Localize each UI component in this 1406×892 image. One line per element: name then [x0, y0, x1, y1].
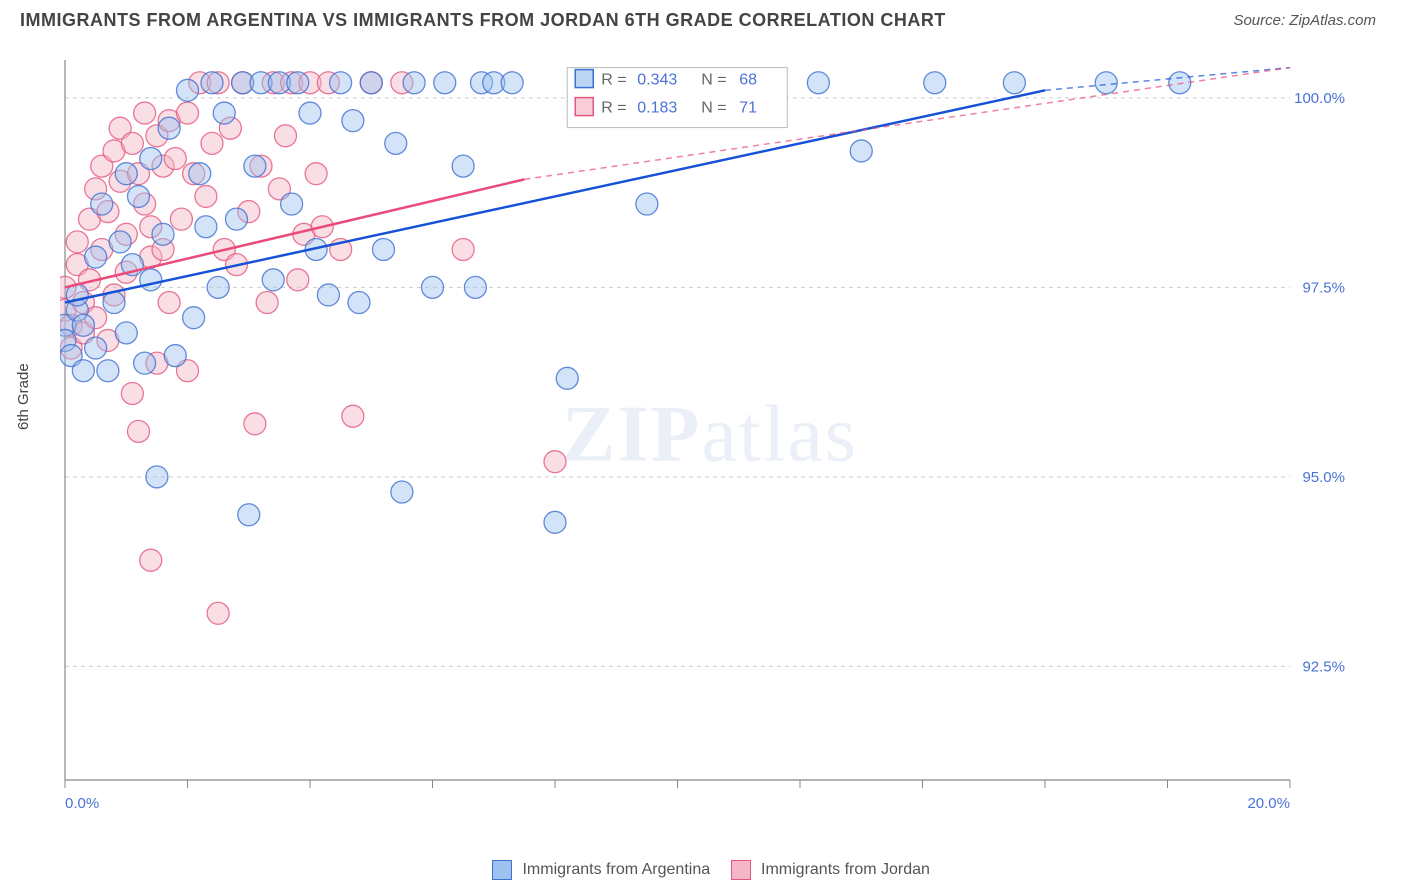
bottom-legend: Immigrants from Argentina Immigrants fro…	[0, 860, 1406, 880]
svg-text:N =: N =	[701, 72, 726, 89]
svg-text:95.0%: 95.0%	[1302, 469, 1345, 486]
svg-text:68: 68	[739, 72, 757, 89]
svg-text:100.0%: 100.0%	[1294, 90, 1345, 107]
legend-swatch-argentina	[492, 860, 512, 880]
chart-title: IMMIGRANTS FROM ARGENTINA VS IMMIGRANTS …	[20, 10, 946, 31]
svg-text:20.0%: 20.0%	[1247, 795, 1290, 812]
svg-text:97.5%: 97.5%	[1302, 279, 1345, 296]
svg-text:92.5%: 92.5%	[1302, 658, 1345, 675]
legend-label-jordan: Immigrants from Jordan	[761, 861, 930, 878]
svg-text:0.0%: 0.0%	[65, 795, 99, 812]
legend-swatch-jordan	[731, 860, 751, 880]
svg-text:R =: R =	[601, 72, 626, 89]
svg-text:0.343: 0.343	[637, 72, 677, 89]
y-axis-label: 6th Grade	[15, 363, 32, 430]
source-attribution: Source: ZipAtlas.com	[1233, 12, 1376, 29]
legend-label-argentina: Immigrants from Argentina	[522, 861, 710, 878]
svg-text:0.183: 0.183	[637, 100, 677, 117]
svg-text:N =: N =	[701, 100, 726, 117]
plot-area: 0.0% 20.0% 92.5% 95.0% 97.5% 100.0% R = 0.343 N …	[60, 50, 1360, 820]
scatter-plot: 0.0% 20.0% 92.5% 95.0% 97.5% 100.0% R = 0.343 N …	[60, 50, 1360, 820]
svg-text:R =: R =	[601, 100, 626, 117]
chart-header: IMMIGRANTS FROM ARGENTINA VS IMMIGRANTS …	[0, 0, 1406, 31]
svg-text:71: 71	[739, 100, 757, 117]
